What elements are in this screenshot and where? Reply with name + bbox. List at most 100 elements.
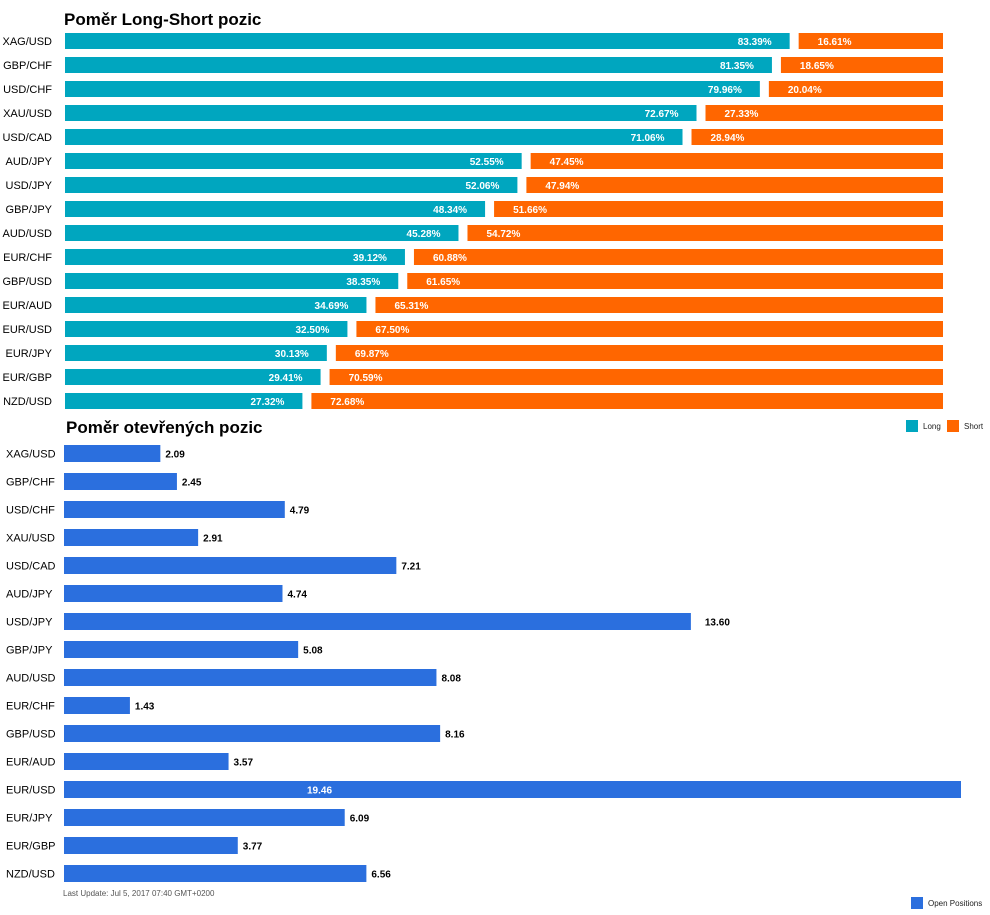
- long-value-label-xau-usd: 72.67%: [645, 109, 679, 120]
- open-positions-value-label-eur-chf: 1.43: [135, 702, 155, 713]
- long-bar-nzd-usd: [65, 393, 303, 409]
- long-bar-gbp-jpy: [65, 201, 486, 217]
- long-value-label-usd-cad: 71.06%: [631, 133, 665, 144]
- open-positions-category-nzd-usd: NZD/USD: [6, 869, 55, 881]
- long-value-label-eur-jpy: 30.13%: [275, 349, 309, 360]
- open-positions-category-eur-chf: EUR/CHF: [6, 701, 55, 713]
- long-bar-eur-usd: [65, 321, 348, 337]
- open-positions-value-label-xau-usd: 2.91: [203, 534, 223, 545]
- short-bar-xag-usd: [798, 33, 943, 49]
- long-value-label-usd-chf: 79.96%: [708, 85, 742, 96]
- open-positions-bar-usd-chf: [64, 501, 285, 518]
- long-bar-gbp-chf: [65, 57, 772, 73]
- short-bar-aud-jpy: [530, 153, 943, 169]
- open-positions-category-aud-jpy: AUD/JPY: [6, 589, 53, 601]
- short-value-label-usd-jpy: 47.94%: [545, 181, 579, 192]
- short-bar-gbp-usd: [407, 273, 944, 289]
- open-positions-bar-gbp-usd: [64, 725, 441, 742]
- open-positions-legend: Open Positions: [911, 897, 982, 909]
- long-bar-xag-usd: [65, 33, 790, 49]
- open-positions-category-usd-chf: USD/CHF: [6, 505, 55, 517]
- open-positions-value-label-eur-gbp: 3.77: [243, 842, 263, 853]
- short-bar-gbp-chf: [780, 57, 943, 73]
- open-positions-bar-eur-gbp: [64, 837, 238, 854]
- long-short-category-usd-chf: USD/CHF: [3, 84, 52, 96]
- long-value-label-eur-gbp: 29.41%: [269, 373, 303, 384]
- open-positions-category-usd-jpy: USD/JPY: [6, 617, 53, 629]
- open-positions-bar-usd-cad: [64, 557, 397, 574]
- long-short-category-xag-usd: XAG/USD: [2, 36, 52, 48]
- open-positions-bar-usd-jpy: [64, 613, 691, 630]
- open-positions-category-eur-jpy: EUR/JPY: [6, 813, 53, 825]
- legend-short-swatch: [947, 420, 959, 432]
- long-short-category-eur-jpy: EUR/JPY: [6, 348, 53, 360]
- open-positions-category-gbp-chf: GBP/CHF: [6, 477, 55, 489]
- long-bar-xau-usd: [65, 105, 697, 121]
- legend-long-swatch: [906, 420, 918, 432]
- long-short-category-usd-jpy: USD/JPY: [6, 180, 53, 192]
- open-positions-category-gbp-jpy: GBP/JPY: [6, 645, 53, 657]
- legend-open-positions-label: Open Positions: [928, 899, 982, 908]
- open-positions-value-label-eur-jpy: 6.09: [350, 814, 370, 825]
- last-update-footnote: Last Update: Jul 5, 2017 07:40 GMT+0200: [63, 889, 215, 898]
- open-positions-value-label-usd-cad: 7.21: [401, 562, 421, 573]
- legend-short-label: Short: [964, 422, 984, 431]
- long-value-label-aud-jpy: 52.55%: [470, 157, 504, 168]
- long-short-bars: 83.39% 16.61% 81.35% 18.65% 79.96% 20.04% 72.6…: [65, 33, 944, 409]
- long-bar-usd-chf: [65, 81, 760, 97]
- long-value-label-gbp-jpy: 48.34%: [433, 205, 467, 216]
- long-short-category-eur-aud: EUR/AUD: [2, 300, 52, 312]
- open-positions-bar-gbp-chf: [64, 473, 177, 490]
- short-value-label-gbp-jpy: 51.66%: [513, 205, 547, 216]
- short-bar-eur-aud: [375, 297, 944, 313]
- long-short-title: Poměr Long-Short pozic: [64, 10, 261, 29]
- long-short-category-gbp-chf: GBP/CHF: [3, 60, 52, 72]
- legend-open-positions-swatch: [911, 897, 923, 909]
- long-short-category-nzd-usd: NZD/USD: [3, 396, 52, 408]
- open-positions-bar-aud-usd: [64, 669, 437, 686]
- open-positions-category-usd-cad: USD/CAD: [6, 561, 56, 573]
- short-value-label-eur-usd: 67.50%: [375, 325, 409, 336]
- long-value-label-eur-aud: 34.69%: [315, 301, 349, 312]
- short-value-label-gbp-usd: 61.65%: [426, 277, 460, 288]
- long-bar-eur-chf: [65, 249, 405, 265]
- open-positions-category-xag-usd: XAG/USD: [6, 449, 56, 461]
- long-short-category-aud-usd: AUD/USD: [2, 228, 52, 240]
- open-positions-value-label-xag-usd: 2.09: [165, 450, 185, 461]
- long-bar-usd-cad: [65, 129, 683, 145]
- short-bar-eur-jpy: [335, 345, 943, 361]
- long-value-label-gbp-chf: 81.35%: [720, 61, 754, 72]
- open-positions-bar-aud-jpy: [64, 585, 283, 602]
- open-positions-bar-nzd-usd: [64, 865, 367, 882]
- long-short-category-aud-jpy: AUD/JPY: [6, 156, 53, 168]
- open-positions-category-eur-aud: EUR/AUD: [6, 757, 56, 769]
- open-positions-category-eur-usd: EUR/USD: [6, 785, 56, 797]
- legend-long-label: Long: [923, 422, 941, 431]
- open-positions-chart: Poměr otevřených pozic XAG/USD GBP/CHF USD…: [6, 418, 982, 909]
- short-bar-eur-usd: [356, 321, 943, 337]
- short-bar-xau-usd: [705, 105, 943, 121]
- short-bar-nzd-usd: [311, 393, 944, 409]
- long-short-category-xau-usd: XAU/USD: [3, 108, 52, 120]
- short-bar-eur-gbp: [329, 369, 944, 385]
- open-positions-bar-xau-usd: [64, 529, 199, 546]
- long-bar-gbp-usd: [65, 273, 399, 289]
- short-bar-gbp-jpy: [494, 201, 943, 217]
- short-value-label-eur-gbp: 70.59%: [349, 373, 383, 384]
- open-positions-bar-eur-chf: [64, 697, 130, 714]
- long-bar-eur-jpy: [65, 345, 327, 361]
- long-value-label-nzd-usd: 27.32%: [250, 397, 284, 408]
- long-short-category-usd-cad: USD/CAD: [2, 132, 52, 144]
- long-value-label-gbp-usd: 38.35%: [346, 277, 380, 288]
- open-positions-value-label-gbp-usd: 8.16: [445, 730, 465, 741]
- long-short-category-gbp-jpy: GBP/JPY: [6, 204, 53, 216]
- open-positions-category-labels: XAG/USD GBP/CHF USD/CHF XAU/USD USD/CAD AUD/J…: [6, 449, 56, 881]
- open-positions-bar-eur-usd: [64, 781, 961, 798]
- open-positions-bars: 2.09 2.45 4.79 2.91 7.21 4.74 13.60 5.08 8.08 1.4…: [64, 445, 961, 882]
- open-positions-category-xau-usd: XAU/USD: [6, 533, 55, 545]
- long-short-category-eur-gbp: EUR/GBP: [2, 372, 52, 384]
- short-value-label-aud-usd: 54.72%: [486, 229, 520, 240]
- open-positions-value-label-gbp-chf: 2.45: [182, 478, 202, 489]
- open-positions-value-label-aud-jpy: 4.74: [287, 590, 307, 601]
- short-bar-aud-usd: [467, 225, 943, 241]
